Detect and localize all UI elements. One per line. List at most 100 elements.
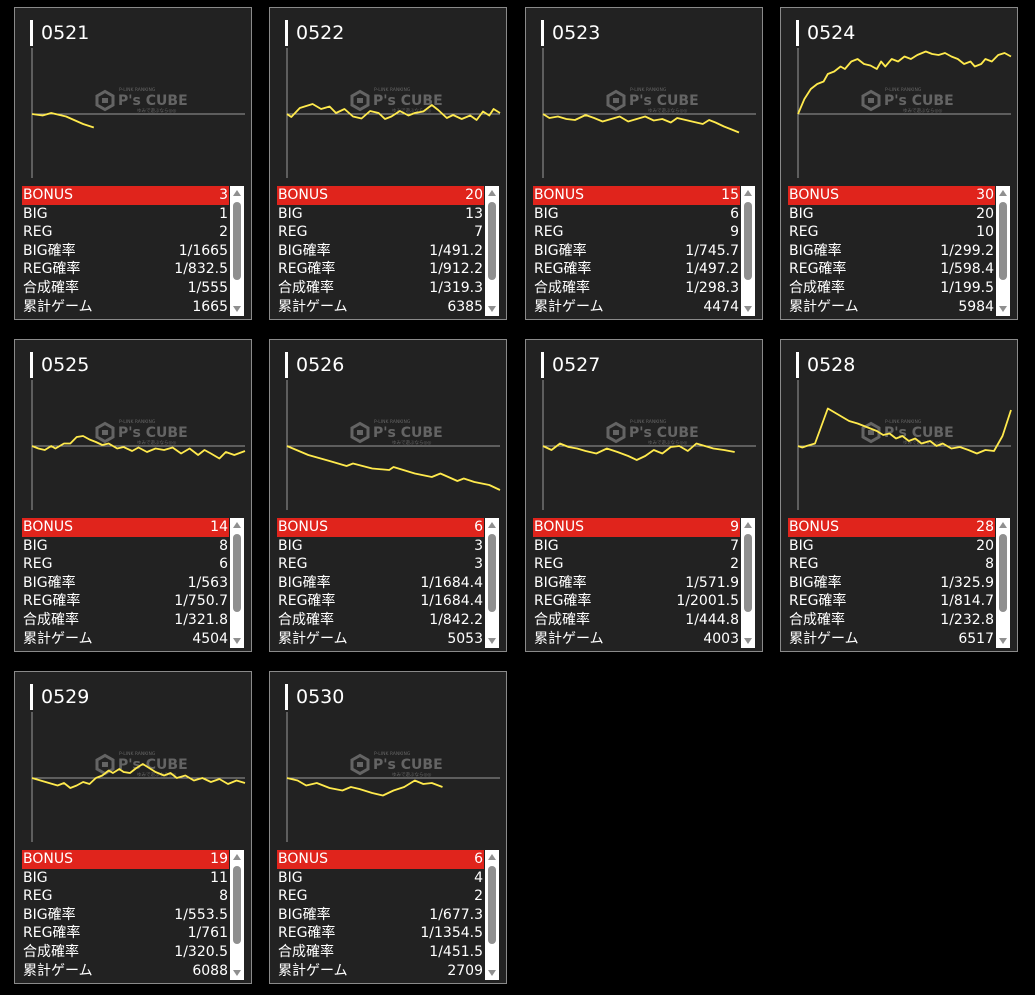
scroll-down-arrow-icon[interactable] — [744, 306, 752, 312]
scroll-up-arrow-icon[interactable] — [488, 522, 496, 528]
machine-card-0524[interactable]: P-LINK RANKING P's CUBE ゆみで遊ぶなら◎◎ 0524 B… — [780, 7, 1018, 320]
stat-row-big: BIG 20 — [789, 205, 994, 222]
machine-card-0521[interactable]: P-LINK RANKING P's CUBE ゆみで遊ぶなら◎◎ 0521 B… — [14, 7, 252, 320]
stats-scrollbar[interactable] — [230, 518, 244, 648]
stat-row-total-rate: 合成確率 1/298.3 — [534, 279, 739, 296]
stat-row-total-rate: 合成確率 1/199.5 — [789, 279, 994, 296]
scroll-up-arrow-icon[interactable] — [744, 190, 752, 196]
scroll-down-arrow-icon[interactable] — [999, 306, 1007, 312]
stat-row-games: 累計ゲーム 1665 — [23, 298, 228, 315]
stat-row-reg: REG 6 — [23, 556, 228, 573]
stats-scrollbar[interactable] — [485, 518, 499, 648]
stat-row-bonus: BONUS 9 — [533, 518, 740, 537]
stat-row-bonus: BONUS 15 — [533, 186, 740, 205]
machine-card-0523[interactable]: P-LINK RANKING P's CUBE ゆみで遊ぶなら◎◎ 0523 B… — [525, 7, 763, 320]
stats-scrollbar[interactable] — [485, 850, 499, 980]
stat-row-games: 累計ゲーム 5053 — [278, 630, 483, 647]
scroll-up-arrow-icon[interactable] — [744, 522, 752, 528]
stats-scrollbar[interactable] — [996, 518, 1010, 648]
stat-row-bonus: BONUS 3 — [22, 186, 229, 205]
machine-number: 0525 — [30, 352, 89, 378]
stat-row-big: BIG 11 — [23, 869, 228, 886]
watermark-logo: P-LINK RANKING P's CUBE ゆみで遊ぶなら◎◎ — [861, 87, 954, 114]
stats-scrollbar[interactable] — [230, 850, 244, 980]
stat-row-reg: REG 3 — [278, 556, 483, 573]
scroll-thumb[interactable] — [488, 534, 496, 612]
scroll-thumb[interactable] — [233, 866, 241, 944]
scroll-down-arrow-icon[interactable] — [999, 638, 1007, 644]
stats-scrollbar[interactable] — [230, 186, 244, 316]
scroll-thumb[interactable] — [488, 866, 496, 944]
scroll-thumb[interactable] — [233, 202, 241, 280]
scroll-thumb[interactable] — [999, 202, 1007, 280]
stats-list: BONUS 6 BIG 3 REG 3 BIG確率 1/1684.4 REG確率 1/16… — [277, 518, 484, 648]
machine-card-0525[interactable]: P-LINK RANKING P's CUBE ゆみで遊ぶなら◎◎ 0525 B… — [14, 339, 252, 652]
watermark-logo: P-LINK RANKING P's CUBE ゆみで遊ぶなら◎◎ — [350, 87, 443, 114]
stats-scrollbar[interactable] — [741, 518, 755, 648]
machine-card-0522[interactable]: P-LINK RANKING P's CUBE ゆみで遊ぶなら◎◎ 0522 B… — [269, 7, 507, 320]
stat-row-reg-rate: REG確率 1/832.5 — [23, 261, 228, 278]
slump-graph: P-LINK RANKING P's CUBE ゆみで遊ぶなら◎◎ — [797, 48, 1012, 178]
scroll-up-arrow-icon[interactable] — [488, 190, 496, 196]
machine-number: 0521 — [30, 20, 89, 46]
scroll-thumb[interactable] — [999, 534, 1007, 612]
scroll-up-arrow-icon[interactable] — [999, 190, 1007, 196]
scroll-down-arrow-icon[interactable] — [488, 970, 496, 976]
stat-row-games: 累計ゲーム 4003 — [534, 630, 739, 647]
stats-scrollbar[interactable] — [485, 186, 499, 316]
scroll-down-arrow-icon[interactable] — [233, 638, 241, 644]
machine-card-0530[interactable]: P-LINK RANKING P's CUBE ゆみで遊ぶなら◎◎ 0530 B… — [269, 671, 507, 984]
scroll-down-arrow-icon[interactable] — [744, 638, 752, 644]
scroll-thumb[interactable] — [488, 202, 496, 280]
svg-text:P-LINK RANKING: P-LINK RANKING — [885, 87, 922, 93]
stat-row-total-rate: 合成確率 1/321.8 — [23, 611, 228, 628]
stat-row-big: BIG 13 — [278, 205, 483, 222]
watermark-logo: P-LINK RANKING P's CUBE ゆみで遊ぶなら◎◎ — [606, 87, 699, 114]
machine-card-0528[interactable]: P-LINK RANKING P's CUBE ゆみで遊ぶなら◎◎ 0528 B… — [780, 339, 1018, 652]
svg-text:ゆみで遊ぶなら◎◎: ゆみで遊ぶなら◎◎ — [648, 439, 687, 446]
stat-row-total-rate: 合成確率 1/320.5 — [23, 943, 228, 960]
stat-row-reg-rate: REG確率 1/912.2 — [278, 261, 483, 278]
scroll-down-arrow-icon[interactable] — [488, 638, 496, 644]
stat-row-big-rate: BIG確率 1/553.5 — [23, 906, 228, 923]
svg-text:P's CUBE: P's CUBE — [629, 93, 699, 109]
scroll-thumb[interactable] — [233, 534, 241, 612]
stat-row-reg-rate: REG確率 1/497.2 — [534, 261, 739, 278]
svg-text:ゆみで遊ぶなら◎◎: ゆみで遊ぶなら◎◎ — [392, 771, 431, 778]
machine-card-0526[interactable]: P-LINK RANKING P's CUBE ゆみで遊ぶなら◎◎ 0526 B… — [269, 339, 507, 652]
scroll-thumb[interactable] — [744, 534, 752, 612]
scroll-up-arrow-icon[interactable] — [233, 854, 241, 860]
scroll-down-arrow-icon[interactable] — [488, 306, 496, 312]
svg-text:P-LINK RANKING: P-LINK RANKING — [374, 419, 411, 425]
scroll-up-arrow-icon[interactable] — [999, 522, 1007, 528]
scroll-up-arrow-icon[interactable] — [233, 522, 241, 528]
stat-row-reg-rate: REG確率 1/598.4 — [789, 261, 994, 278]
slump-graph: P-LINK RANKING P's CUBE ゆみで遊ぶなら◎◎ — [31, 380, 246, 510]
svg-text:P-LINK RANKING: P-LINK RANKING — [119, 751, 156, 757]
stat-row-reg: REG 2 — [23, 224, 228, 241]
stat-row-total-rate: 合成確率 1/232.8 — [789, 611, 994, 628]
scroll-up-arrow-icon[interactable] — [233, 190, 241, 196]
stat-row-big-rate: BIG確率 1/563 — [23, 574, 228, 591]
stat-row-reg: REG 7 — [278, 224, 483, 241]
machine-card-0527[interactable]: P-LINK RANKING P's CUBE ゆみで遊ぶなら◎◎ 0527 B… — [525, 339, 763, 652]
scroll-down-arrow-icon[interactable] — [233, 306, 241, 312]
stat-row-reg: REG 2 — [534, 556, 739, 573]
stats-list: BONUS 14 BIG 8 REG 6 BIG確率 1/563 REG確率 1/750.… — [22, 518, 229, 648]
stats-list: BONUS 20 BIG 13 REG 7 BIG確率 1/491.2 REG確率 1/9… — [277, 186, 484, 316]
slump-graph: P-LINK RANKING P's CUBE ゆみで遊ぶなら◎◎ — [31, 712, 246, 842]
scroll-thumb[interactable] — [744, 202, 752, 280]
slump-graph: P-LINK RANKING P's CUBE ゆみで遊ぶなら◎◎ — [31, 48, 245, 178]
machine-card-0529[interactable]: P-LINK RANKING P's CUBE ゆみで遊ぶなら◎◎ 0529 B… — [14, 671, 252, 984]
stats-scrollbar[interactable] — [741, 186, 755, 316]
slump-line — [286, 777, 443, 797]
stat-row-big-rate: BIG確率 1/491.2 — [278, 242, 483, 259]
stat-row-bonus: BONUS 20 — [277, 186, 484, 205]
stat-row-bonus: BONUS 6 — [277, 850, 484, 869]
scroll-down-arrow-icon[interactable] — [233, 970, 241, 976]
scroll-up-arrow-icon[interactable] — [488, 854, 496, 860]
slump-line — [797, 407, 1012, 455]
svg-text:ゆみで遊ぶなら◎◎: ゆみで遊ぶなら◎◎ — [137, 107, 176, 114]
machine-number: 0527 — [541, 352, 600, 378]
stats-scrollbar[interactable] — [996, 186, 1010, 316]
